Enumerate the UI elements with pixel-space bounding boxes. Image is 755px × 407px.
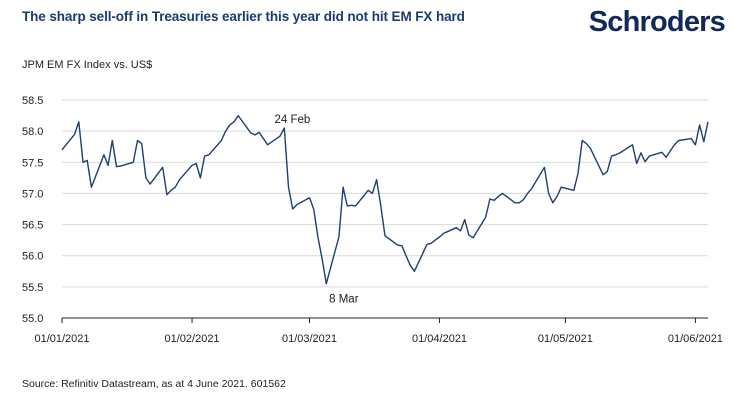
x-axis-ticks: 01/01/2021 01/02/2021 01/03/2021 01/04/2021… bbox=[34, 318, 723, 345]
x-tick-label: 01/03/2021 bbox=[282, 333, 337, 345]
brand-logo: Schroders bbox=[588, 6, 726, 38]
x-tick-label: 01/04/2021 bbox=[412, 333, 467, 345]
annotations: 24 Feb 8 Mar bbox=[275, 114, 359, 306]
y-tick-label: 55.5 bbox=[22, 282, 43, 294]
y-tick-label: 58.5 bbox=[22, 95, 43, 107]
x-tick-label: 01/06/2021 bbox=[668, 333, 723, 345]
series-line bbox=[61, 114, 709, 285]
y-tick-label: 56.0 bbox=[22, 251, 43, 263]
y-axis-ticks: 58.5 58.0 57.5 57.0 56.5 56.0 55.5 55.0 bbox=[22, 95, 43, 325]
annotation-label: 24 Feb bbox=[275, 114, 311, 126]
x-tick-label: 01/05/2021 bbox=[538, 333, 593, 345]
y-tick-label: 57.5 bbox=[22, 157, 43, 169]
x-tick-label: 01/01/2021 bbox=[34, 333, 89, 345]
annotation-label: 8 Mar bbox=[329, 294, 359, 306]
y-axis-label: JPM EM FX Index vs. US$ bbox=[22, 59, 152, 71]
x-tick-label: 01/02/2021 bbox=[165, 333, 220, 345]
y-tick-label: 55.0 bbox=[22, 313, 43, 325]
source-note: Source: Refinitiv Datastream, as at 4 Ju… bbox=[22, 378, 286, 390]
y-tick-label: 56.5 bbox=[22, 220, 43, 232]
chart-title: The sharp sell-off in Treasuries earlier… bbox=[22, 9, 465, 24]
gridlines bbox=[62, 99, 708, 288]
y-tick-label: 58.0 bbox=[22, 126, 43, 138]
y-tick-label: 57.0 bbox=[22, 188, 43, 200]
